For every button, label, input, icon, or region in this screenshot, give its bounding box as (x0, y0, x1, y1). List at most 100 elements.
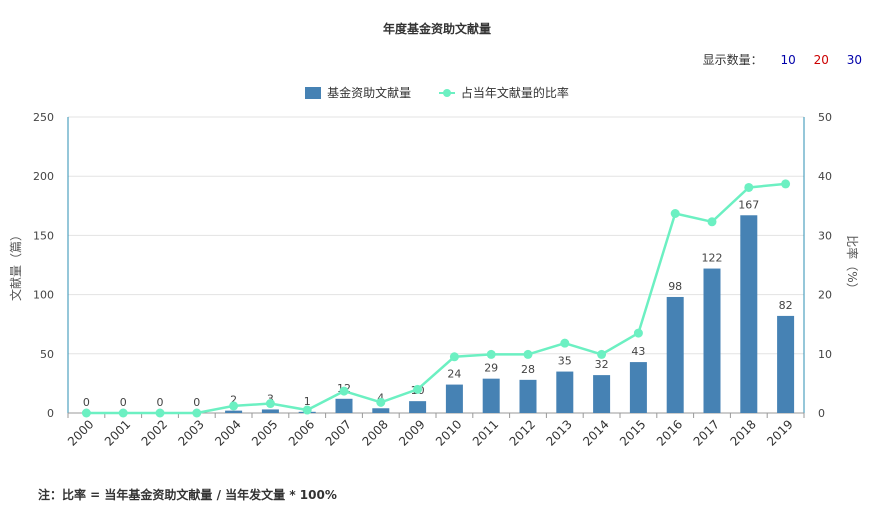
bar-value-label: 43 (631, 345, 645, 358)
ratio-point (155, 408, 165, 418)
display-count-option-10[interactable]: 10 (780, 53, 796, 67)
ratio-point (302, 405, 312, 415)
ratio-point (229, 401, 239, 411)
y-tick-label-right: 20 (818, 289, 832, 302)
bar (335, 398, 353, 413)
x-tick-label: 2009 (396, 417, 427, 448)
ratio-point (633, 328, 643, 338)
x-tick-label: 2008 (359, 417, 390, 448)
bar-value-label: 24 (447, 368, 461, 381)
x-tick-label: 2014 (580, 417, 611, 448)
bar (409, 401, 427, 413)
ratio-point (597, 349, 607, 359)
chart-legend: 基金资助文献量 占当年文献量的比率 (0, 84, 874, 101)
ratio-point (81, 408, 91, 418)
bar-value-label: 32 (595, 358, 609, 371)
ratio-point (265, 399, 275, 409)
ratio-point (449, 352, 459, 362)
chart-title: 年度基金资助文献量 (382, 22, 491, 36)
legend-line-swatch (438, 87, 455, 99)
y-axis-title-right: 比率（%） (845, 235, 860, 294)
x-tick-label: 2007 (323, 417, 354, 448)
y-tick-label-right: 50 (818, 111, 832, 124)
ratio-point (744, 182, 754, 192)
bar-value-label: 167 (738, 198, 759, 211)
y-tick-label-right: 10 (818, 348, 832, 361)
x-tick-label: 2002 (139, 417, 170, 448)
y-tick-label-right: 40 (818, 170, 832, 183)
y-tick-label-left: 200 (33, 170, 54, 183)
ratio-point (192, 408, 202, 418)
bar-value-label: 29 (484, 362, 498, 375)
x-tick-label: 2005 (249, 417, 280, 448)
legend-bar-label: 基金资助文献量 (327, 86, 412, 100)
ratio-line (86, 182, 786, 415)
bar (482, 378, 500, 413)
x-tick-label: 2018 (727, 417, 758, 448)
x-tick-label: 2012 (507, 417, 538, 448)
y-tick-label-right: 0 (818, 407, 825, 420)
bar (372, 408, 390, 413)
x-tick-label: 2003 (175, 417, 206, 448)
bar (593, 375, 611, 413)
bar-value-label: 3 (267, 392, 274, 405)
y-tick-label-left: 100 (33, 289, 54, 302)
legend-item-line-series[interactable]: 占当年文献量的比率 (438, 84, 569, 101)
ratio-point (413, 384, 423, 394)
x-tick-label: 2016 (654, 417, 685, 448)
legend-bar-swatch (305, 87, 322, 99)
display-count-label: 显示数量： (702, 53, 763, 67)
bar-value-label: 1 (304, 395, 311, 408)
y-tick-label-right: 30 (818, 229, 832, 242)
bar-value-label: 0 (193, 396, 200, 409)
bar (261, 409, 279, 413)
bar-value-label: 28 (521, 363, 535, 376)
bar (777, 315, 795, 413)
bar (629, 362, 647, 413)
bar-value-label: 98 (668, 280, 682, 293)
bar-value-label: 0 (120, 396, 127, 409)
display-count-option-20[interactable]: 20 (813, 53, 829, 67)
x-tick-label: 2006 (286, 417, 317, 448)
x-tick-label: 2011 (470, 417, 501, 448)
bar-value-label: 82 (779, 299, 793, 312)
ratio-point (118, 408, 128, 418)
bar (519, 379, 537, 413)
bar (666, 296, 684, 413)
footnote: 注：比率 = 当年基金资助文献量 / 当年发文量 * 100% (38, 488, 337, 502)
legend-item-bar-series[interactable]: 基金资助文献量 (305, 84, 411, 101)
bar-value-label: 35 (558, 355, 572, 368)
y-tick-label-left: 50 (40, 348, 54, 361)
x-tick-label: 2000 (65, 417, 96, 448)
y-tick-label-left: 0 (47, 407, 54, 420)
bar-value-label: 122 (702, 252, 723, 265)
legend-line-label: 占当年文献量的比率 (460, 86, 569, 100)
ratio-point (523, 349, 533, 359)
bar (225, 410, 243, 413)
display-count-option-30[interactable]: 30 (846, 53, 862, 67)
bar (703, 268, 721, 413)
ratio-point (376, 397, 386, 407)
y-axis-title-left: 文献量（篇） (8, 229, 23, 301)
x-tick-label: 2019 (764, 417, 795, 448)
bar (445, 384, 463, 413)
x-tick-label: 2017 (691, 417, 722, 448)
bar-value-label: 4 (377, 391, 384, 404)
y-tick-label-left: 150 (33, 229, 54, 242)
ratio-point (707, 217, 717, 227)
bar (740, 215, 758, 413)
ratio-point (339, 386, 349, 396)
x-tick-label: 2010 (433, 417, 464, 448)
ratio-point (670, 208, 680, 218)
x-tick-label: 2015 (617, 417, 648, 448)
bar-value-label: 2 (230, 394, 237, 407)
y-tick-label-left: 250 (33, 111, 54, 124)
bar (556, 371, 574, 413)
bar-value-label: 0 (83, 396, 90, 409)
ratio-point (486, 349, 496, 359)
x-tick-label: 2013 (543, 417, 574, 448)
bar-value-label: 0 (157, 396, 164, 409)
x-tick-label: 2001 (102, 417, 133, 448)
x-tick-label: 2004 (212, 417, 243, 448)
